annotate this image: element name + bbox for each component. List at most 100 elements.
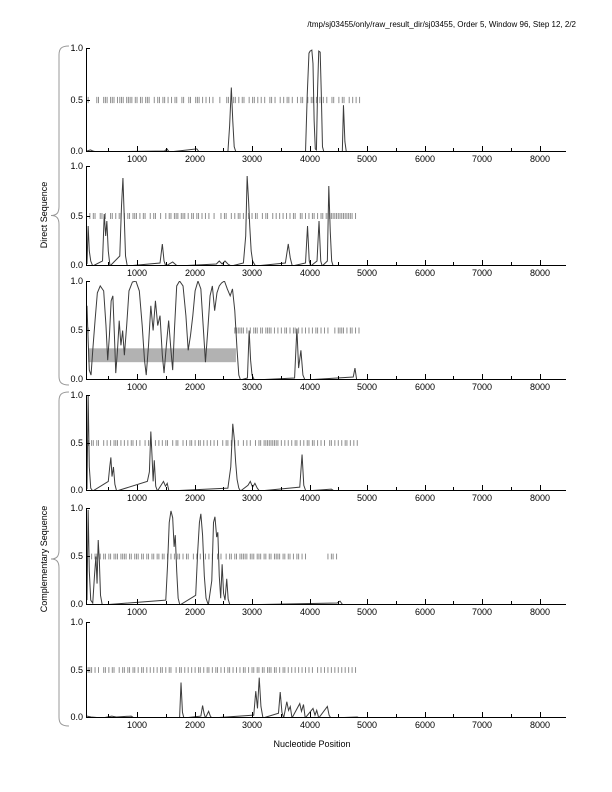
x-axis-spine [86,151,566,152]
x-tick-label: 8000 [529,720,551,730]
y-tick-label: 0.0 [70,374,83,384]
orf-marker-ticks [87,440,357,446]
y-tick [87,622,90,623]
x-tick-label: 4000 [299,154,321,164]
y-tick [87,216,90,217]
x-tick-label: 3000 [241,382,263,392]
y-tick [87,395,90,396]
plot-title: /tmp/sj03455/only/raw_result_dir/sj03455… [307,20,576,29]
x-minor-tick [281,262,282,265]
x-tick-label: 4000 [299,493,321,503]
x-major-tick [310,485,311,490]
x-minor-tick [108,148,109,151]
x-axis-spine [86,490,566,491]
x-tick-label: 1000 [126,268,148,278]
x-tick-label: 6000 [414,720,436,730]
x-tick-label: 4000 [299,268,321,278]
x-minor-tick [511,601,512,604]
x-minor-tick [453,487,454,490]
y-tick [87,556,90,557]
y-tick-label: 0.0 [70,260,83,270]
x-minor-tick [453,601,454,604]
x-major-tick [195,485,196,490]
x-major-tick [137,599,138,604]
group-brace-complementary [50,391,70,727]
orf-marker-ticks [87,213,356,219]
panel-plot-direct-frame-1 [87,48,566,152]
x-major-tick [540,260,541,265]
x-tick-label: 5000 [356,607,378,617]
y-tick [87,281,90,282]
x-tick-label: 6000 [414,607,436,617]
x-major-tick [252,599,253,604]
x-major-tick [540,599,541,604]
x-minor-tick [166,714,167,717]
brace-path [50,391,70,727]
x-major-tick [367,260,368,265]
x-tick-label: 1000 [126,154,148,164]
x-major-tick [425,712,426,717]
y-tick-label: 0.5 [70,665,83,675]
x-tick-label: 8000 [529,382,551,392]
x-minor-tick [396,262,397,265]
probability-curve [87,50,566,152]
x-major-tick [482,146,483,151]
x-minor-tick [338,376,339,379]
x-tick-label: 2000 [184,382,206,392]
x-major-tick [367,485,368,490]
x-major-tick [482,599,483,604]
x-minor-tick [281,376,282,379]
y-tick [87,48,90,49]
x-major-tick [137,146,138,151]
x-major-tick [195,146,196,151]
x-tick-label: 8000 [529,493,551,503]
x-minor-tick [166,148,167,151]
x-tick-label: 3000 [241,607,263,617]
y-tick [87,166,90,167]
x-major-tick [482,712,483,717]
y-tick-label: 1.0 [70,390,83,400]
x-minor-tick [396,376,397,379]
x-minor-tick [396,601,397,604]
x-axis-spine [86,379,566,380]
y-tick-label: 0.5 [70,438,83,448]
x-tick-label: 4000 [299,382,321,392]
x-minor-tick [511,487,512,490]
y-axis-spine [86,395,87,491]
x-major-tick [540,712,541,717]
x-major-tick [252,485,253,490]
y-tick-label: 1.0 [70,43,83,53]
y-tick-label: 0.5 [70,211,83,221]
x-major-tick [252,374,253,379]
x-tick-label: 3000 [241,154,263,164]
x-major-tick [137,485,138,490]
x-tick-label: 7000 [471,720,493,730]
x-major-tick [310,260,311,265]
panel-plot-direct-frame-3 [87,281,566,380]
y-tick [87,100,90,101]
y-tick-label: 1.0 [70,161,83,171]
x-minor-tick [166,376,167,379]
x-tick-label: 2000 [184,154,206,164]
x-tick-label: 2000 [184,493,206,503]
x-minor-tick [108,262,109,265]
x-minor-tick [511,376,512,379]
x-minor-tick [223,714,224,717]
x-tick-label: 7000 [471,382,493,392]
x-minor-tick [453,714,454,717]
x-tick-label: 2000 [184,607,206,617]
x-major-tick [540,146,541,151]
x-tick-label: 3000 [241,720,263,730]
y-tick [87,443,90,444]
x-tick-label: 2000 [184,720,206,730]
x-minor-tick [338,262,339,265]
x-tick-label: 6000 [414,154,436,164]
x-minor-tick [223,376,224,379]
x-tick-label: 6000 [414,493,436,503]
x-minor-tick [396,487,397,490]
x-minor-tick [223,601,224,604]
x-minor-tick [453,376,454,379]
x-tick-label: 3000 [241,268,263,278]
x-tick-label: 5000 [356,493,378,503]
